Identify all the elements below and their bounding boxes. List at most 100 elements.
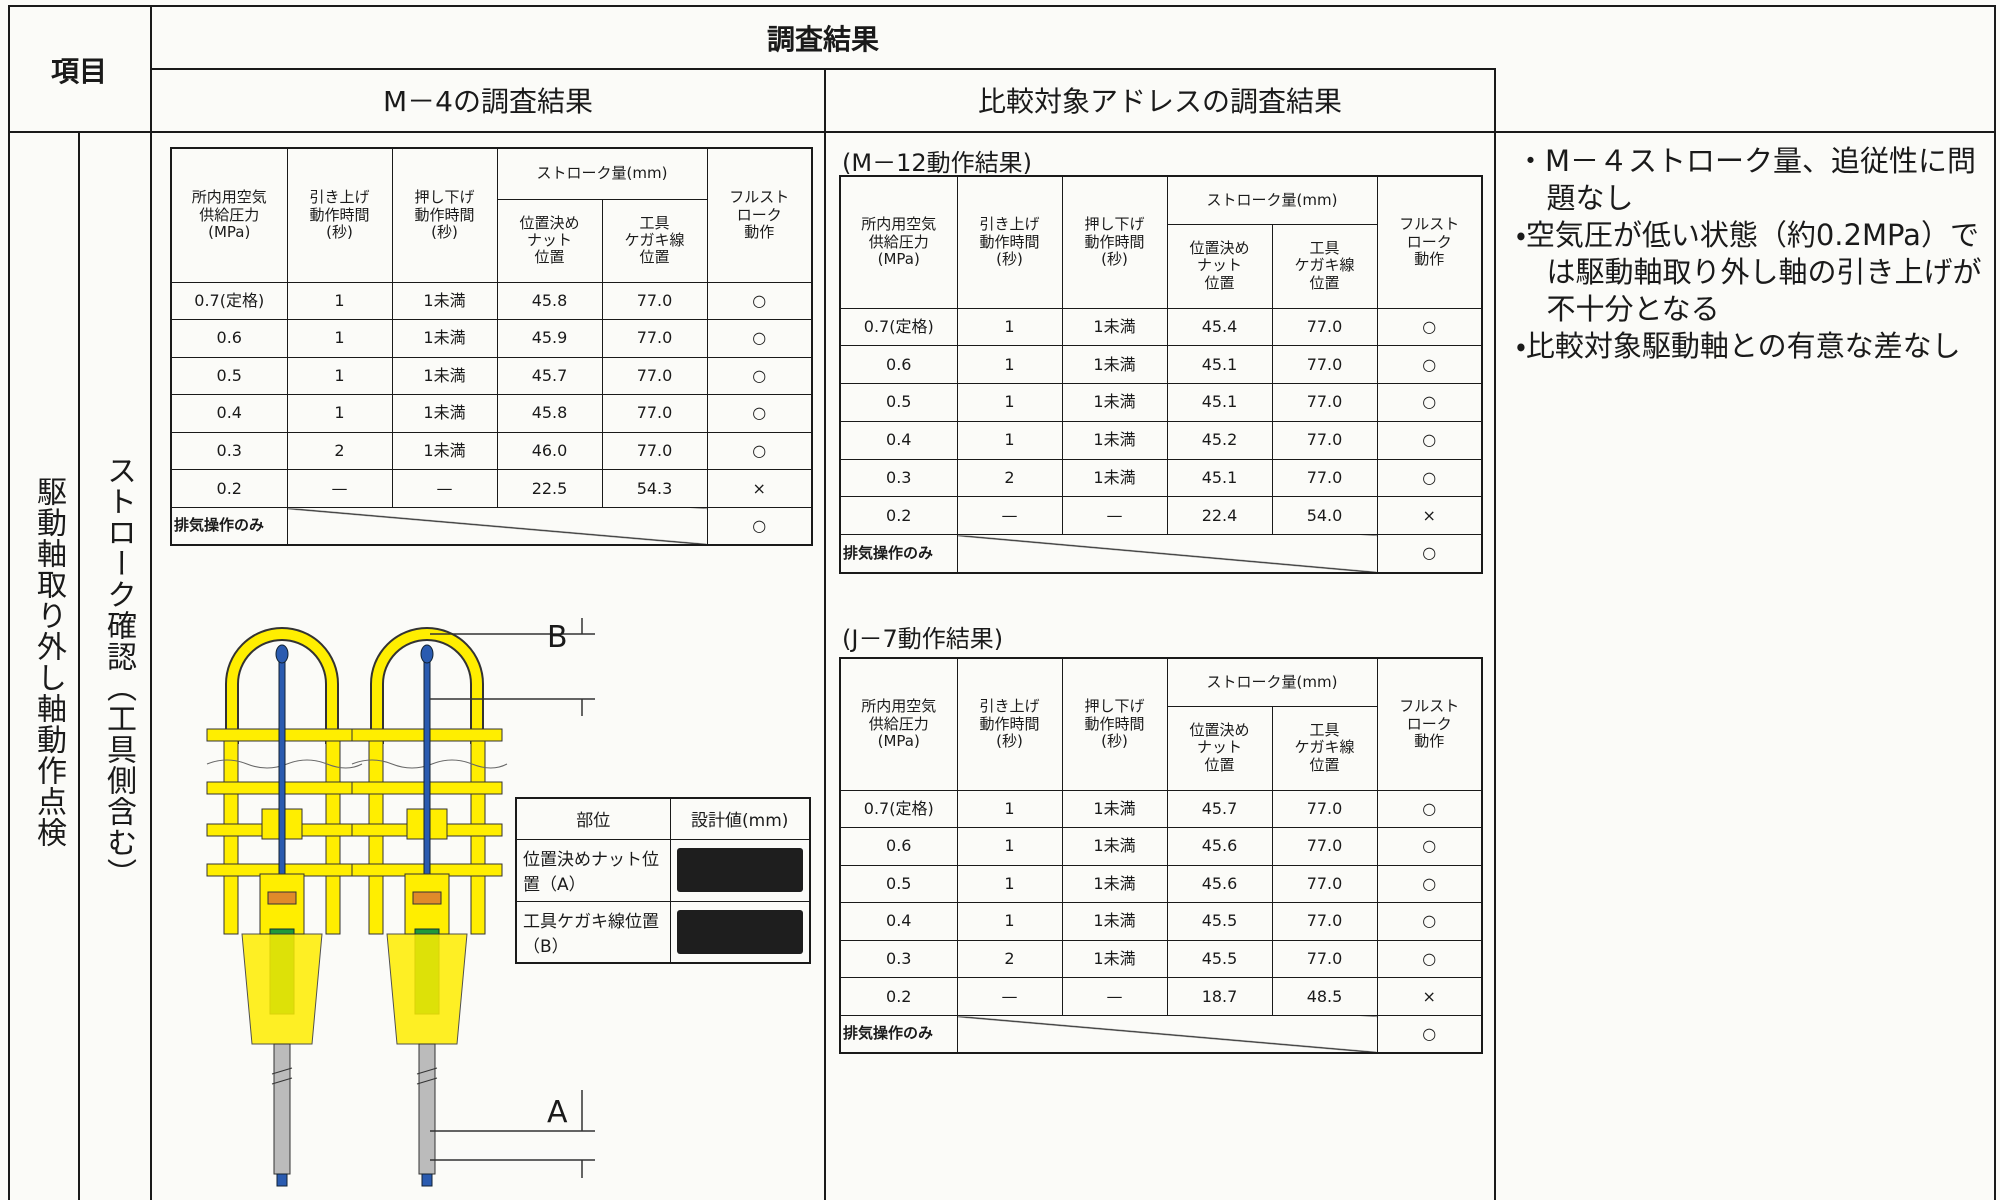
- data-cell: 0.2: [839, 977, 958, 1017]
- tool-drawing: [352, 634, 507, 1186]
- data-cell: 1未満: [1061, 458, 1168, 498]
- header-cell: ストローク量(mm): [496, 147, 708, 200]
- data-row: 0.7(定格) 1 1未満 45.7 77.0 ○: [839, 789, 1483, 829]
- data-cell: 77.0: [601, 356, 708, 396]
- header-line: 引き上げ: [979, 697, 1040, 716]
- data-cell: 0.4: [839, 902, 958, 941]
- header-cell: 引き上げ 動作時間 (秒): [956, 657, 1063, 791]
- data-cell: 0.6: [839, 345, 958, 385]
- data-cell: ○: [1376, 534, 1483, 574]
- header-line: 引き上げ: [979, 215, 1040, 234]
- header-line: ケガキ線: [624, 230, 685, 249]
- frame-line: [1994, 5, 1996, 1200]
- header-line: ナット: [526, 230, 572, 249]
- frame-line: [8, 131, 1996, 133]
- data-cell: 77.0: [601, 319, 708, 358]
- data-cell: 0.6: [170, 319, 288, 358]
- header-cell: 位置決め ナット 位置: [496, 198, 603, 283]
- data-cell: —: [956, 496, 1063, 536]
- header-row: 所内用空気 供給圧力 (MPa) 引き上げ 動作時間 (秒) 押し下げ 動作時間 (秒) ストロー…: [839, 175, 1483, 309]
- header-line: 押し下げ: [1084, 697, 1145, 716]
- header-line: 所内用空気: [191, 188, 267, 207]
- header-line: 位置決め: [1189, 721, 1250, 740]
- data-cell: 0.2: [839, 496, 958, 536]
- header-line: 押し下げ: [1084, 215, 1145, 234]
- data-cell: 0.3: [170, 431, 288, 471]
- redacted-value: [676, 848, 803, 892]
- header-cell: フルスト ローク 動作: [1376, 657, 1483, 791]
- header-row: 所内用空気 供給圧力 (MPa) 引き上げ 動作時間 (秒) 押し下げ 動作時間 (秒) ストロー…: [170, 147, 813, 283]
- exhaust-row: 排気操作のみ ○: [839, 534, 1483, 574]
- header-line: 工具: [1309, 239, 1340, 258]
- data-cell: 1未満: [391, 431, 498, 471]
- header-line: 所内用空気: [861, 215, 937, 234]
- diagonal-cell: [956, 534, 1378, 574]
- header-line: ローク: [1406, 232, 1452, 251]
- data-cell: 0.3: [839, 939, 958, 979]
- header-line: ローク: [1406, 714, 1452, 733]
- data-cell: 77.0: [1271, 939, 1378, 979]
- data-row: 0.6 1 1未満 45.1 77.0 ○: [839, 345, 1483, 385]
- data-cell: 45.5: [1166, 902, 1273, 941]
- data-cell: 77.0: [1271, 789, 1378, 829]
- header-line: 動作: [744, 222, 775, 241]
- header-line: 位置: [1309, 273, 1340, 292]
- data-row: 0.4 1 1未満 45.8 77.0 ○: [170, 394, 813, 433]
- header-cell: 位置決め ナット 位置: [1166, 223, 1273, 309]
- header-line: 位置: [534, 248, 565, 267]
- data-cell: ○: [706, 394, 813, 433]
- header-line: 所内用空気: [861, 697, 937, 716]
- result-table: 所内用空気 供給圧力 (MPa) 引き上げ 動作時間 (秒) 押し下げ 動作時間 (秒) ストロー…: [170, 147, 813, 547]
- data-cell: —: [391, 469, 498, 509]
- data-cell: —: [1061, 977, 1168, 1017]
- data-row: 0.6 1 1未満 45.6 77.0 ○: [839, 827, 1483, 866]
- data-cell: —: [286, 469, 393, 509]
- data-cell: 1未満: [1061, 789, 1168, 829]
- result-table: 所内用空気 供給圧力 (MPa) 引き上げ 動作時間 (秒) 押し下げ 動作時間 (秒) ストロー…: [839, 657, 1483, 1055]
- header-line: 工具: [1309, 721, 1340, 740]
- data-cell: 1未満: [1061, 345, 1168, 385]
- header-line: ケガキ線: [1294, 256, 1355, 275]
- tool-drawing: [207, 634, 362, 1186]
- header-row: 位置決め ナット 位置 工具 ケガキ線 位置: [171, 198, 812, 283]
- header-cell: 押し下げ 動作時間 (秒): [391, 147, 498, 283]
- header-line: 動作: [1414, 249, 1445, 268]
- header-results: 調査結果: [766, 23, 879, 56]
- header-line: フルスト: [1399, 215, 1460, 234]
- header-line: (MPa): [877, 731, 920, 750]
- data-cell: 0.7(定格): [170, 281, 288, 321]
- data-cell: 77.0: [1271, 420, 1378, 460]
- data-cell: 位置決めナット位置（A）: [515, 838, 671, 902]
- tool-diagram: [200, 618, 595, 1200]
- diagonal-cell: [956, 1015, 1378, 1054]
- header-line: 動作: [1414, 731, 1445, 750]
- data-cell: 0.2: [170, 469, 288, 509]
- data-cell: ×: [1376, 496, 1483, 536]
- header-line: 位置決め: [519, 213, 580, 232]
- data-cell: 1: [956, 420, 1063, 460]
- data-cell: ○: [1376, 789, 1483, 829]
- header-line: (秒): [1101, 731, 1128, 750]
- data-cell: 77.0: [1271, 345, 1378, 385]
- data-cell: 54.0: [1271, 496, 1378, 536]
- header-cell: 引き上げ 動作時間 (秒): [286, 147, 393, 283]
- data-cell: 77.0: [1271, 383, 1378, 422]
- header-line: 動作時間: [414, 205, 475, 224]
- data-cell: ○: [706, 507, 813, 546]
- data-cell: 45.5: [1166, 939, 1273, 979]
- data-cell: 1未満: [391, 319, 498, 358]
- result-table: 所内用空気 供給圧力 (MPa) 引き上げ 動作時間 (秒) 押し下げ 動作時間 (秒) ストロー…: [839, 175, 1483, 574]
- table-title: (J－7動作結果): [842, 625, 1004, 653]
- header-cell: 工具 ケガキ線 位置: [601, 198, 708, 283]
- data-cell: 1未満: [1061, 383, 1168, 422]
- data-cell: 2: [286, 431, 393, 471]
- header-cell: 所内用空気 供給圧力 (MPa): [839, 657, 958, 791]
- header-line: (MPa): [877, 249, 920, 268]
- data-cell: 1: [956, 383, 1063, 422]
- data-cell: 45.6: [1166, 864, 1273, 904]
- header-cell: 部位: [515, 797, 671, 840]
- data-cell: ○: [1376, 420, 1483, 460]
- header-line: 押し下げ: [414, 188, 475, 207]
- header-cell: 所内用空気 供給圧力 (MPa): [170, 147, 288, 283]
- header-line: 動作時間: [979, 714, 1040, 733]
